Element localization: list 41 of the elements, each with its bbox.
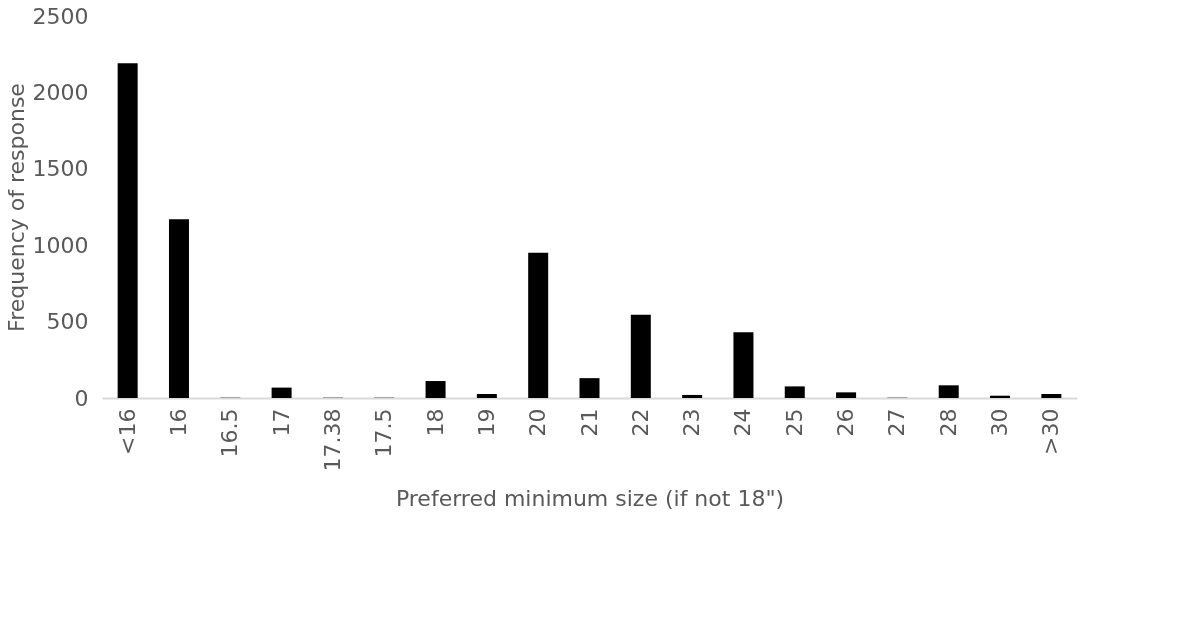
x-tick-label: 17	[268, 408, 294, 437]
x-tick-label: 30	[987, 408, 1013, 437]
bar	[682, 394, 703, 398]
bar	[271, 387, 292, 398]
x-tick-label: 24	[730, 408, 756, 437]
y-tick-label: 1500	[32, 156, 89, 182]
x-axis-title: Preferred minimum size (if not 18")	[395, 486, 785, 512]
x-tick-label: 27	[884, 408, 910, 437]
x-tick-label: 21	[576, 408, 602, 437]
bar	[784, 386, 805, 398]
x-tick-label: 28	[935, 408, 961, 437]
x-tick-label: >30	[1038, 408, 1064, 455]
bar	[579, 378, 600, 398]
x-tick-label: 16.5	[217, 408, 243, 458]
x-tick-label: 17.5	[371, 408, 397, 458]
x-tick-label: 20	[525, 408, 551, 437]
bar	[117, 63, 138, 398]
y-tick-label: 2000	[32, 79, 89, 105]
x-tick-label: <16	[114, 408, 140, 455]
x-tick-label: 26	[833, 408, 859, 437]
x-tick-label: 17.38	[319, 408, 345, 472]
bar	[630, 314, 651, 398]
x-tick-label: 19	[473, 408, 499, 437]
x-tick-label: 22	[627, 408, 653, 437]
x-tick-label: 25	[781, 408, 807, 437]
y-tick-label: 0	[74, 385, 89, 411]
bar	[528, 252, 549, 398]
x-tick-label: 23	[679, 408, 705, 437]
bar	[425, 381, 446, 398]
x-tick-label: 18	[422, 408, 448, 437]
bar	[168, 219, 189, 398]
bar	[938, 385, 959, 398]
y-tick-label: 2500	[32, 3, 89, 29]
x-tick-label: 16	[165, 408, 191, 437]
bar	[836, 392, 857, 398]
y-axis-title: Frequency of response	[3, 83, 29, 332]
y-tick-label: 500	[46, 309, 89, 335]
bar	[476, 394, 497, 398]
bar	[1041, 394, 1062, 398]
y-tick-label: 1000	[32, 232, 89, 258]
bar	[733, 332, 754, 398]
